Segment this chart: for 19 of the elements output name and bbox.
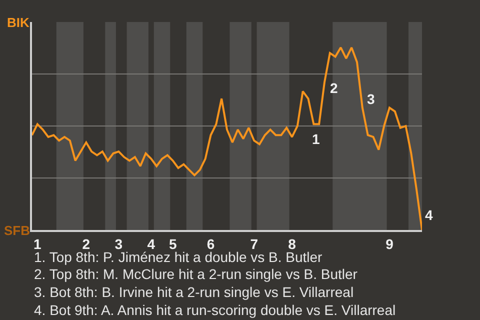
x-tick-label: 5 — [168, 236, 177, 252]
annotation: 1 — [312, 131, 320, 147]
x-tick-label: 7 — [250, 236, 258, 252]
text: SFB — [4, 223, 30, 238]
x-tick-label: 4 — [147, 236, 156, 252]
text: 4. Bot 9th: A. Annis hit a run-scoring double vs E. Villarreal — [34, 302, 396, 318]
x-tick-label: 3 — [114, 236, 123, 252]
x-tick-label: 6 — [206, 236, 215, 252]
x-tick-label: 8 — [288, 236, 296, 252]
text: 4 — [425, 207, 433, 223]
x-tick-label: 2 — [82, 236, 90, 252]
annotation: 3 — [367, 91, 375, 107]
text: 3. Bot 8th: B. Irvine hit a 2-run single vs E. Villarreal — [34, 284, 354, 300]
text: 1. Top 8th: P. Jiménez hit a double vs B. Butler — [34, 249, 323, 265]
text: BIK — [7, 15, 30, 30]
x-tick-label: 9 — [386, 236, 394, 252]
annotation: 2 — [330, 80, 338, 96]
x-tick-label: 1 — [34, 236, 42, 252]
text: 2. Top 8th: M. McClure hit a 2-run single vs B. Butler — [34, 266, 358, 282]
